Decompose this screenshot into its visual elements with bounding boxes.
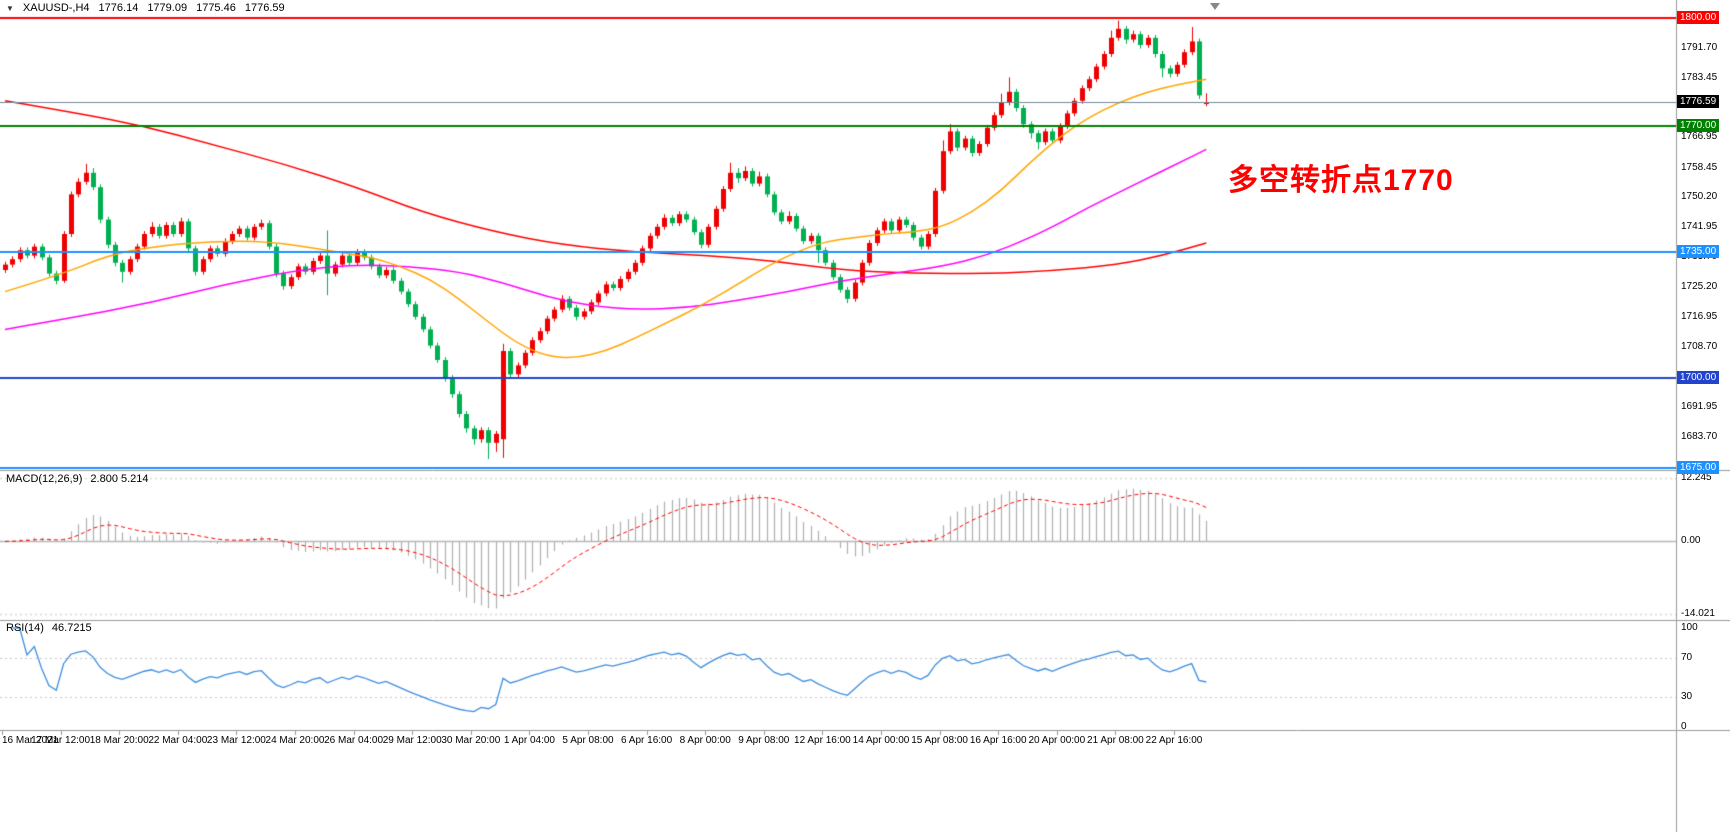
time-axis-label: 21 Apr 08:00 (1087, 735, 1144, 746)
price-line-badge: 1800.00 (1677, 11, 1720, 24)
rsi-axis-label: 0 (1681, 721, 1687, 732)
price-axis-label: 1691.95 (1681, 400, 1718, 412)
time-axis-label: 17 Mar 12:00 (31, 735, 91, 746)
rsi-label-text: RSI(14) (6, 622, 44, 634)
price-axis-label: 1741.95 (1681, 220, 1718, 232)
price-line-badge: 1675.00 (1677, 461, 1720, 474)
high-value: 1779.09 (147, 2, 188, 14)
macd-axis-label: -14.021 (1681, 608, 1715, 619)
price-axis-label: 1683.70 (1681, 430, 1718, 442)
time-axis-label: 16 Mar 2021 (2, 735, 59, 746)
time-axis-label: 5 Apr 08:00 (562, 735, 614, 746)
rsi-axis-label: 30 (1681, 691, 1693, 703)
symbol-timeframe-label: XAUUSD-,H4 (22, 2, 90, 14)
current-price-badge: 1776.59 (1677, 95, 1720, 109)
time-axis-label: 6 Apr 16:00 (621, 735, 673, 746)
price-line-badge: 1770.00 (1677, 119, 1720, 132)
time-axis-label: 22 Apr 16:00 (1145, 735, 1203, 746)
price-axis-label: 1725.20 (1681, 281, 1718, 293)
low-value: 1775.46 (196, 2, 236, 14)
symbol-info-bar: ▼ XAUUSD-,H4 1776.14 1779.09 1775.46 177… (6, 2, 285, 14)
macd-axis-label: 0.00 (1681, 535, 1701, 547)
price-line-badge: 1735.00 (1677, 245, 1720, 258)
time-axis-label: 8 Apr 00:00 (679, 735, 731, 746)
macd-indicator-label: MACD(12,26,9) 2.800 5.214 (6, 473, 149, 485)
price-axis-label: 1716.95 (1681, 310, 1718, 322)
time-axis-label: 23 Mar 12:00 (206, 735, 266, 746)
open-value: 1776.14 (98, 2, 139, 14)
price-axis-label: 1766.95 (1681, 130, 1718, 142)
rsi-current-value: 46.7215 (51, 622, 92, 634)
time-axis-label: 22 Mar 04:00 (148, 735, 208, 746)
chart-shift-marker[interactable] (1210, 3, 1220, 10)
time-axis-label: 1 Apr 04:00 (503, 735, 555, 746)
time-axis-label: 26 Mar 04:00 (324, 735, 384, 746)
time-axis-label: 18 Mar 20:00 (89, 735, 149, 746)
time-axis-label: 29 Mar 12:00 (382, 735, 442, 746)
time-axis-label: 15 Apr 08:00 (911, 735, 968, 746)
time-axis-label: 12 Apr 16:00 (794, 735, 851, 746)
macd-label-text: MACD(12,26,9) (6, 473, 83, 485)
rsi-axis-label: 100 (1681, 622, 1698, 633)
ohlc-dropdown-arrow-icon[interactable]: ▼ (6, 3, 14, 13)
time-axis-label: 9 Apr 08:00 (738, 735, 790, 746)
price-annotation-text: 多空转折点1770 (1228, 164, 1454, 197)
close-value: 1776.59 (244, 2, 285, 14)
price-axis-label: 1708.70 (1681, 340, 1718, 352)
rsi-axis-label: 70 (1681, 651, 1693, 663)
price-axis-label: 1750.20 (1681, 191, 1718, 203)
price-axis-label: 1758.45 (1681, 161, 1718, 173)
time-axis-label: 24 Mar 20:00 (265, 735, 325, 746)
price-axis-label: 1791.70 (1681, 41, 1718, 53)
time-axis-label: 16 Apr 16:00 (969, 735, 1027, 746)
macd-axis-label: 12.245 (1681, 472, 1712, 483)
time-axis-label: 14 Apr 00:00 (852, 735, 910, 746)
macd-current-values: 2.800 5.214 (90, 473, 149, 485)
time-axis-label: 20 Apr 00:00 (1028, 735, 1086, 746)
time-axis-label: 30 Mar 20:00 (441, 735, 501, 746)
price-axis-label: 1783.45 (1681, 71, 1718, 83)
rsi-indicator-label: RSI(14) 46.7215 (6, 622, 92, 634)
price-line-badge: 1700.00 (1677, 371, 1720, 384)
